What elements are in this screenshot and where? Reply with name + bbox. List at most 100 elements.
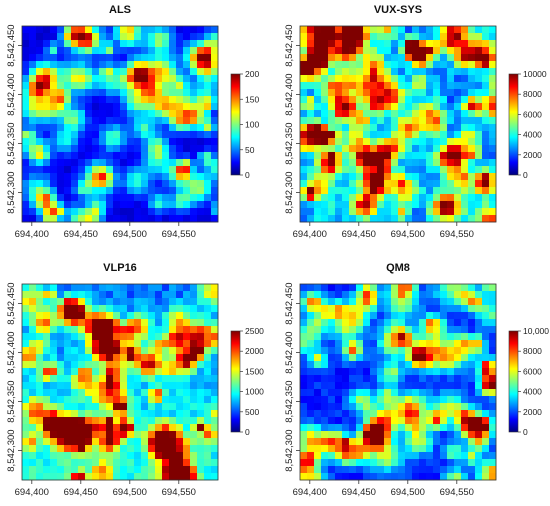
heatmap-cell <box>71 305 79 313</box>
heatmap-cell <box>183 389 191 397</box>
heatmap-cell <box>461 347 469 355</box>
heatmap-cell <box>50 382 58 390</box>
heatmap-cell <box>50 131 58 139</box>
heatmap-cell <box>113 396 121 404</box>
heatmap-cell <box>162 326 170 334</box>
heatmap-cell <box>99 117 107 125</box>
heatmap-cell <box>64 312 72 320</box>
heatmap-cell <box>349 187 357 195</box>
heatmap-cell <box>468 47 476 55</box>
heatmap-cell <box>377 61 385 69</box>
heatmap-cell <box>64 166 72 174</box>
heatmap-cell <box>335 201 343 209</box>
heatmap-cell <box>64 431 72 439</box>
heatmap-cell <box>211 187 219 195</box>
heatmap-cell <box>120 424 128 432</box>
heatmap-cell <box>155 68 163 76</box>
heatmap-cell <box>99 340 107 348</box>
heatmap-cell <box>300 396 308 404</box>
heatmap-cell <box>211 124 219 132</box>
heatmap-cell <box>22 103 30 111</box>
heatmap-cell <box>314 459 322 467</box>
heatmap-cell <box>204 452 212 460</box>
heatmap-cell <box>356 340 364 348</box>
heatmap-cell <box>36 347 44 355</box>
heatmap-cell <box>36 298 44 306</box>
heatmap-cell <box>300 131 308 139</box>
heatmap-cell <box>314 417 322 425</box>
heatmap-cell <box>349 424 357 432</box>
heatmap-cell <box>433 208 441 216</box>
heatmap-cell <box>78 89 86 97</box>
heatmap-cell <box>405 326 413 334</box>
heatmap-cell <box>412 208 420 216</box>
heatmap-cell <box>148 33 156 41</box>
heatmap-cell <box>370 298 378 306</box>
heatmap-cell <box>433 326 441 334</box>
heatmap-cell <box>475 445 483 453</box>
heatmap-cell <box>57 298 65 306</box>
heatmap-cell <box>64 340 72 348</box>
heatmap-cell <box>85 396 93 404</box>
heatmap-cell <box>377 40 385 48</box>
heatmap-cell <box>204 382 212 390</box>
heatmap-cell <box>447 410 455 418</box>
heatmap-cell <box>300 124 308 132</box>
heatmap-cell <box>405 26 413 34</box>
heatmap-cell <box>412 89 420 97</box>
heatmap-cell <box>377 375 385 383</box>
heatmap-cell <box>78 124 86 132</box>
heatmap-cell <box>78 47 86 55</box>
heatmap-cell <box>50 47 58 55</box>
heatmap-cell <box>120 180 128 188</box>
heatmap-cell <box>204 473 212 481</box>
heatmap-cell <box>183 466 191 474</box>
heatmap-cell <box>433 354 441 362</box>
heatmap-cell <box>314 54 322 62</box>
heatmap-cell <box>176 75 184 83</box>
heatmap-cell <box>211 319 219 327</box>
heatmap-cell <box>321 131 329 139</box>
heatmap-cell <box>127 403 135 411</box>
heatmap-cell <box>22 54 30 62</box>
heatmap-cell <box>370 466 378 474</box>
heatmap-cell <box>454 103 462 111</box>
heatmap-cell <box>120 96 128 104</box>
heatmap-cell <box>426 187 434 195</box>
heatmap-cell <box>314 208 322 216</box>
plot-frame <box>21 283 219 481</box>
heatmap-cell <box>78 459 86 467</box>
heatmap-cell <box>461 26 469 34</box>
heatmap-cell <box>447 333 455 341</box>
heatmap-cell <box>349 417 357 425</box>
heatmap-cell <box>349 382 357 390</box>
heatmap-cell <box>405 291 413 299</box>
heatmap-cell <box>391 417 399 425</box>
heatmap-cell <box>475 389 483 397</box>
heatmap-cell <box>36 284 44 292</box>
heatmap-cell <box>335 403 343 411</box>
heatmap-cell <box>356 389 364 397</box>
heatmap-cell <box>489 152 497 160</box>
heatmap-cell <box>134 466 142 474</box>
heatmap-cell <box>78 117 86 125</box>
heatmap-cell <box>433 89 441 97</box>
heatmap-cell <box>197 340 205 348</box>
heatmap-cell <box>148 61 156 69</box>
heatmap-cell <box>384 452 392 460</box>
heatmap-cell <box>71 375 79 383</box>
heatmap-cell <box>78 431 86 439</box>
heatmap-cell <box>134 445 142 453</box>
heatmap-cell <box>384 166 392 174</box>
heatmap-cell <box>342 347 350 355</box>
heatmap-cell <box>461 291 469 299</box>
heatmap-cell <box>50 152 58 160</box>
heatmap-cell <box>433 68 441 76</box>
heatmap-cell <box>141 382 149 390</box>
heatmap-cell <box>92 354 100 362</box>
heatmap-cell <box>433 201 441 209</box>
heatmap-cell <box>314 159 322 167</box>
heatmap-cell <box>134 159 142 167</box>
heatmap-cell <box>197 424 205 432</box>
heatmap-cell <box>22 180 30 188</box>
